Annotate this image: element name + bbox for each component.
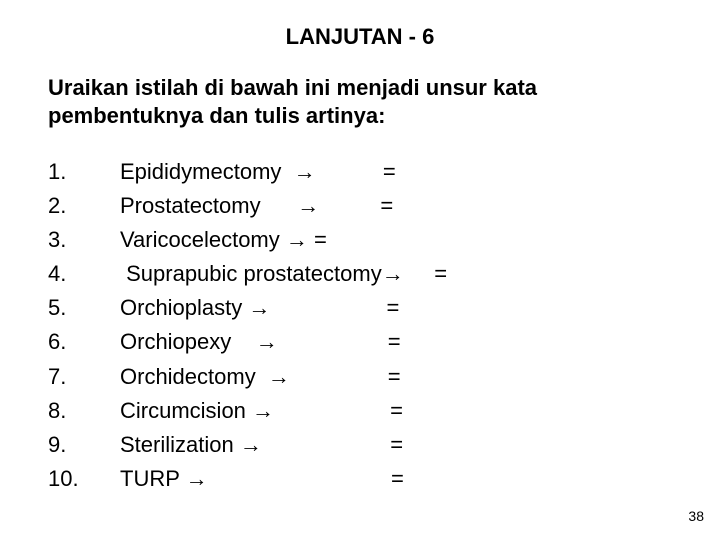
item-term: Epididymectomy → =: [120, 155, 396, 189]
item-number: 5.: [48, 291, 120, 325]
slide-title: LANJUTAN - 6: [48, 24, 672, 50]
item-number: 4.: [48, 257, 120, 291]
list-item: 7. Orchidectomy → =: [48, 360, 672, 394]
list-item: 5. Orchioplasty → =: [48, 291, 672, 325]
item-number: 6.: [48, 325, 120, 359]
terms-list: 1. Epididymectomy → = 2. Prostatectomy →…: [48, 155, 672, 496]
list-item: 1. Epididymectomy → =: [48, 155, 672, 189]
item-number: 3.: [48, 223, 120, 257]
item-number: 7.: [48, 360, 120, 394]
item-term: Orchidectomy → =: [120, 360, 401, 394]
item-number: 9.: [48, 428, 120, 462]
item-term: Orchioplasty → =: [120, 291, 399, 325]
list-item: 4. Suprapubic prostatectomy→ =: [48, 257, 672, 291]
item-term: Circumcision → =: [120, 394, 403, 428]
item-number: 2.: [48, 189, 120, 223]
list-item: 3. Varicocelectomy → =: [48, 223, 672, 257]
item-term: Prostatectomy → =: [120, 189, 393, 223]
item-term: Varicocelectomy → =: [120, 223, 327, 257]
list-item: 2. Prostatectomy → =: [48, 189, 672, 223]
item-term: TURP → =: [120, 462, 404, 496]
item-number: 1.: [48, 155, 120, 189]
list-item: 6. Orchiopexy → =: [48, 325, 672, 359]
item-term: Orchiopexy → =: [120, 325, 401, 359]
list-item: 8. Circumcision → =: [48, 394, 672, 428]
item-term: Suprapubic prostatectomy→ =: [120, 257, 447, 291]
item-term: Sterilization → =: [120, 428, 403, 462]
instruction-text: Uraikan istilah di bawah ini menjadi uns…: [48, 74, 672, 129]
page-number: 38: [688, 508, 704, 524]
list-item: 9. Sterilization → =: [48, 428, 672, 462]
list-item: 10. TURP → =: [48, 462, 672, 496]
item-number: 8.: [48, 394, 120, 428]
item-number: 10.: [48, 462, 120, 496]
